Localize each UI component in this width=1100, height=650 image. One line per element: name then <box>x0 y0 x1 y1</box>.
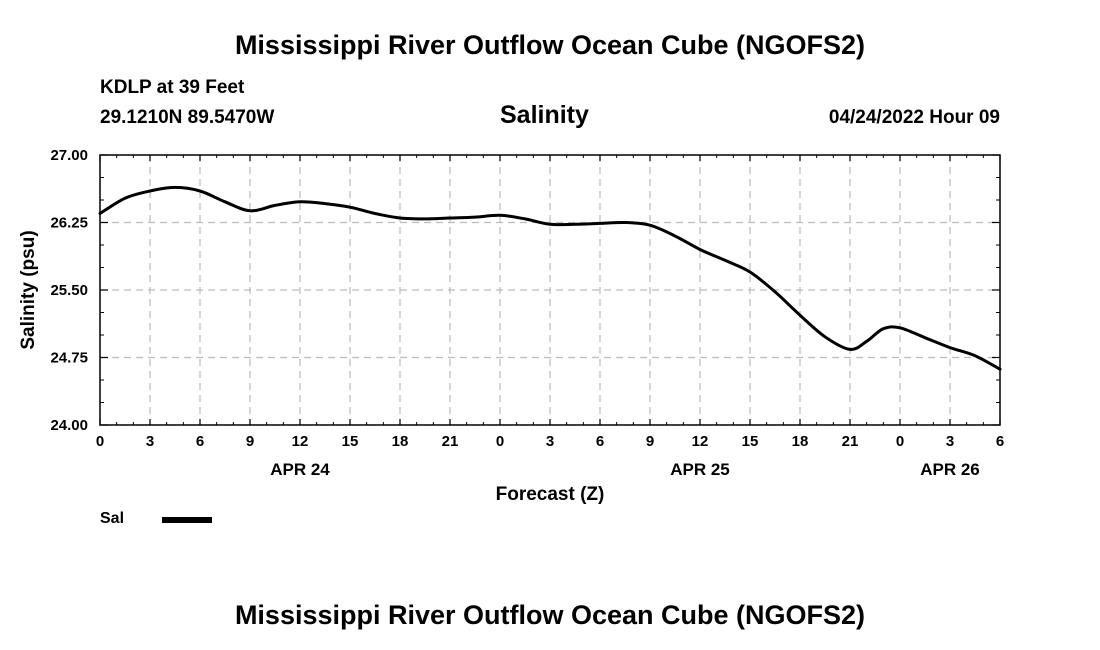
date-label: APR 25 <box>670 460 730 479</box>
x-tick-label: 9 <box>246 433 254 450</box>
x-tick-label: 21 <box>842 433 859 450</box>
y-axis-title: Salinity (psu) <box>18 230 39 349</box>
y-tick-label: 26.25 <box>50 215 88 232</box>
grid <box>100 155 1000 425</box>
x-tick-label: 6 <box>996 433 1004 450</box>
y-tick-label: 24.75 <box>50 350 88 367</box>
x-tick-label: 21 <box>442 433 459 450</box>
x-tick-label: 12 <box>292 433 309 450</box>
date-label: APR 24 <box>270 460 330 479</box>
chart-title: Salinity <box>500 101 589 129</box>
legend-line-swatch <box>162 517 212 523</box>
legend-label: Sal <box>100 510 125 527</box>
x-tick-label: 6 <box>196 433 204 450</box>
plot-frame <box>99 154 1001 426</box>
y-tick-label: 27.00 <box>50 147 88 164</box>
x-tick-label: 18 <box>392 433 409 450</box>
y-tick-label: 24.00 <box>50 417 88 434</box>
x-tick-label: 3 <box>146 433 154 450</box>
x-tick-label: 12 <box>692 433 709 450</box>
x-tick-label: 0 <box>96 433 104 450</box>
x-tick-label: 15 <box>742 433 759 450</box>
x-tick-label: 0 <box>496 433 504 450</box>
x-tick-label: 3 <box>546 433 554 450</box>
date-label: APR 26 <box>920 460 980 479</box>
footer-main-title: Mississippi River Outflow Ocean Cube (NG… <box>234 600 866 630</box>
series-line-sal <box>98 185 1002 371</box>
y-tick-label: 25.50 <box>50 282 88 299</box>
x-axis-title: Forecast (Z) <box>496 484 605 505</box>
x-tick-label: 18 <box>792 433 809 450</box>
coordinates-label: 29.1210N 89.5470W <box>100 107 275 128</box>
x-tick-label: 0 <box>896 433 904 450</box>
x-tick-label: 3 <box>946 433 954 450</box>
x-tick-label: 15 <box>342 433 359 450</box>
x-tick-label: 6 <box>596 433 604 450</box>
chart-main-title: Mississippi River Outflow Ocean Cube (NG… <box>234 30 866 60</box>
axis-labels: 0 3 6 9 12 15 18 21 0 3 6 9 12 15 18 21 0 3 6 APR 24 APR 25 A… <box>50 147 1004 479</box>
x-tick-label: 9 <box>646 433 654 450</box>
station-label: KDLP at 39 Feet <box>100 77 245 98</box>
forecast-datetime: 04/24/2022 Hour 09 <box>828 107 1000 128</box>
